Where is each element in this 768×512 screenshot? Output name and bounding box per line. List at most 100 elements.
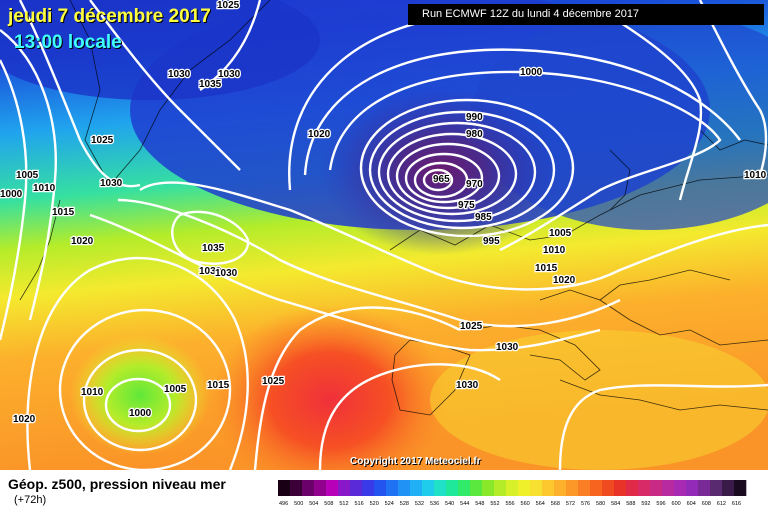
color-legend: 496 500 504 508 512 516 520 524 528 532 536 540 544 5… <box>278 480 747 507</box>
legend-swatch <box>362 480 375 496</box>
isobar-label: 1010 <box>33 183 56 194</box>
isobar-label: 1020 <box>553 275 576 286</box>
isobar-label: 1015 <box>52 207 75 218</box>
legend-swatch <box>278 480 291 496</box>
isobar-label: 985 <box>475 212 492 223</box>
legend-tick-label: 504 <box>309 501 318 507</box>
isobar-label: 1015 <box>207 380 230 391</box>
legend-tick-label: 616 <box>732 501 741 507</box>
forecast-date: jeudi 7 décembre 2017 <box>8 6 211 27</box>
legend-swatch <box>422 480 435 496</box>
isobar-label: 1025 <box>460 321 483 332</box>
legend-swatch <box>338 480 351 496</box>
legend-tick-label: 596 <box>656 501 665 507</box>
legend-tick-label: 552 <box>490 501 499 507</box>
legend-tick-label: 584 <box>611 501 620 507</box>
isobar-label: 1000 <box>0 189 23 200</box>
isobar-label: 1030 <box>496 342 519 353</box>
legend-tick-label: 520 <box>370 501 379 507</box>
isobar-label: 1035 <box>202 243 225 254</box>
legend-swatch <box>398 480 411 496</box>
legend-swatch <box>350 480 363 496</box>
legend-tick-label: 528 <box>400 501 409 507</box>
legend-swatch <box>674 480 687 496</box>
legend-tick-label: 568 <box>551 501 560 507</box>
copyright-notice: Copyright 2017 Meteociel.fr <box>350 456 481 467</box>
legend-tick-label: 564 <box>536 501 545 507</box>
isobar-label: 990 <box>466 112 483 123</box>
warm-ridge <box>210 305 450 470</box>
legend-tick-label: 556 <box>505 501 514 507</box>
isobar-label: 1010 <box>543 245 566 256</box>
legend-swatch <box>614 480 627 496</box>
legend-tick-label: 608 <box>702 501 711 507</box>
isobar-label: 1030 <box>215 268 238 279</box>
isobar-label: 1010 <box>81 387 104 398</box>
legend-swatch <box>722 480 735 496</box>
legend-swatch <box>494 480 507 496</box>
legend-tick-label: 500 <box>294 501 303 507</box>
forecast-lead-time: (+72h) <box>14 494 47 506</box>
legend-tick-label: 576 <box>581 501 590 507</box>
legend-swatches <box>278 480 747 496</box>
isobar-label: 1000 <box>520 67 543 78</box>
legend-swatch <box>686 480 699 496</box>
isobars <box>0 0 768 470</box>
isobar-label: 1030 <box>199 266 222 277</box>
isobar-label: 1030 <box>100 178 123 189</box>
isobar-label: 1025 <box>217 0 240 11</box>
legend-tick-label: 516 <box>354 501 363 507</box>
isobar-label: 1005 <box>164 384 187 395</box>
legend-tick-label: 540 <box>445 501 454 507</box>
legend-swatch <box>470 480 483 496</box>
legend-swatch <box>590 480 603 496</box>
isobar-label: 1020 <box>71 236 94 247</box>
legend-swatch <box>602 480 615 496</box>
legend-swatch <box>566 480 579 496</box>
legend-swatch <box>554 480 567 496</box>
legend-swatch <box>638 480 651 496</box>
legend-tick-label: 532 <box>415 501 424 507</box>
legend-tick-label: 496 <box>279 501 288 507</box>
legend-tick-label: 548 <box>475 501 484 507</box>
legend-tick-label: 536 <box>430 501 439 507</box>
legend-swatch <box>662 480 675 496</box>
isobar-label: 1025 <box>262 376 285 387</box>
isobar-label: 1030 <box>168 69 191 80</box>
legend-tick-labels: 496 500 504 508 512 516 520 524 528 532 536 540 544 5… <box>279 501 741 507</box>
isobar-label: 1005 <box>549 228 572 239</box>
isobar-label: 1010 <box>744 170 767 181</box>
isobar-label: 965 <box>433 174 450 185</box>
legend-swatch <box>542 480 555 496</box>
forecast-local-time: 13:00 locale <box>14 32 122 53</box>
isobar-label: 975 <box>458 200 475 211</box>
legend-swatch <box>326 480 339 496</box>
isobar-label: 980 <box>466 129 483 140</box>
chart-title: Géop. z500, pression niveau mer <box>8 476 226 492</box>
legend-swatch <box>290 480 303 496</box>
isobar-label: 1015 <box>535 263 558 274</box>
legend-swatch <box>506 480 519 496</box>
isobar-label: 1030 <box>456 380 479 391</box>
legend-tick-label: 612 <box>717 501 726 507</box>
legend-tick-label: 604 <box>687 501 696 507</box>
legend-tick-label: 588 <box>626 501 635 507</box>
legend-tick-label: 512 <box>339 501 348 507</box>
legend-tick-label: 524 <box>385 501 394 507</box>
legend-swatch <box>698 480 711 496</box>
legend-tick-label: 580 <box>596 501 605 507</box>
legend-swatch <box>458 480 471 496</box>
isobar-label: 1030 <box>218 69 241 80</box>
legend-swatch <box>530 480 543 496</box>
isobar-label: 1020 <box>308 129 331 140</box>
legend-swatch <box>578 480 591 496</box>
isobar-label: 1020 <box>13 414 36 425</box>
isobar-label: 995 <box>483 236 500 247</box>
legend-swatch <box>446 480 459 496</box>
legend-swatch <box>518 480 531 496</box>
legend-tick-label: 560 <box>521 501 530 507</box>
legend-tick-label: 572 <box>566 501 575 507</box>
legend-swatch <box>374 480 387 496</box>
legend-tick-label: 600 <box>672 501 681 507</box>
